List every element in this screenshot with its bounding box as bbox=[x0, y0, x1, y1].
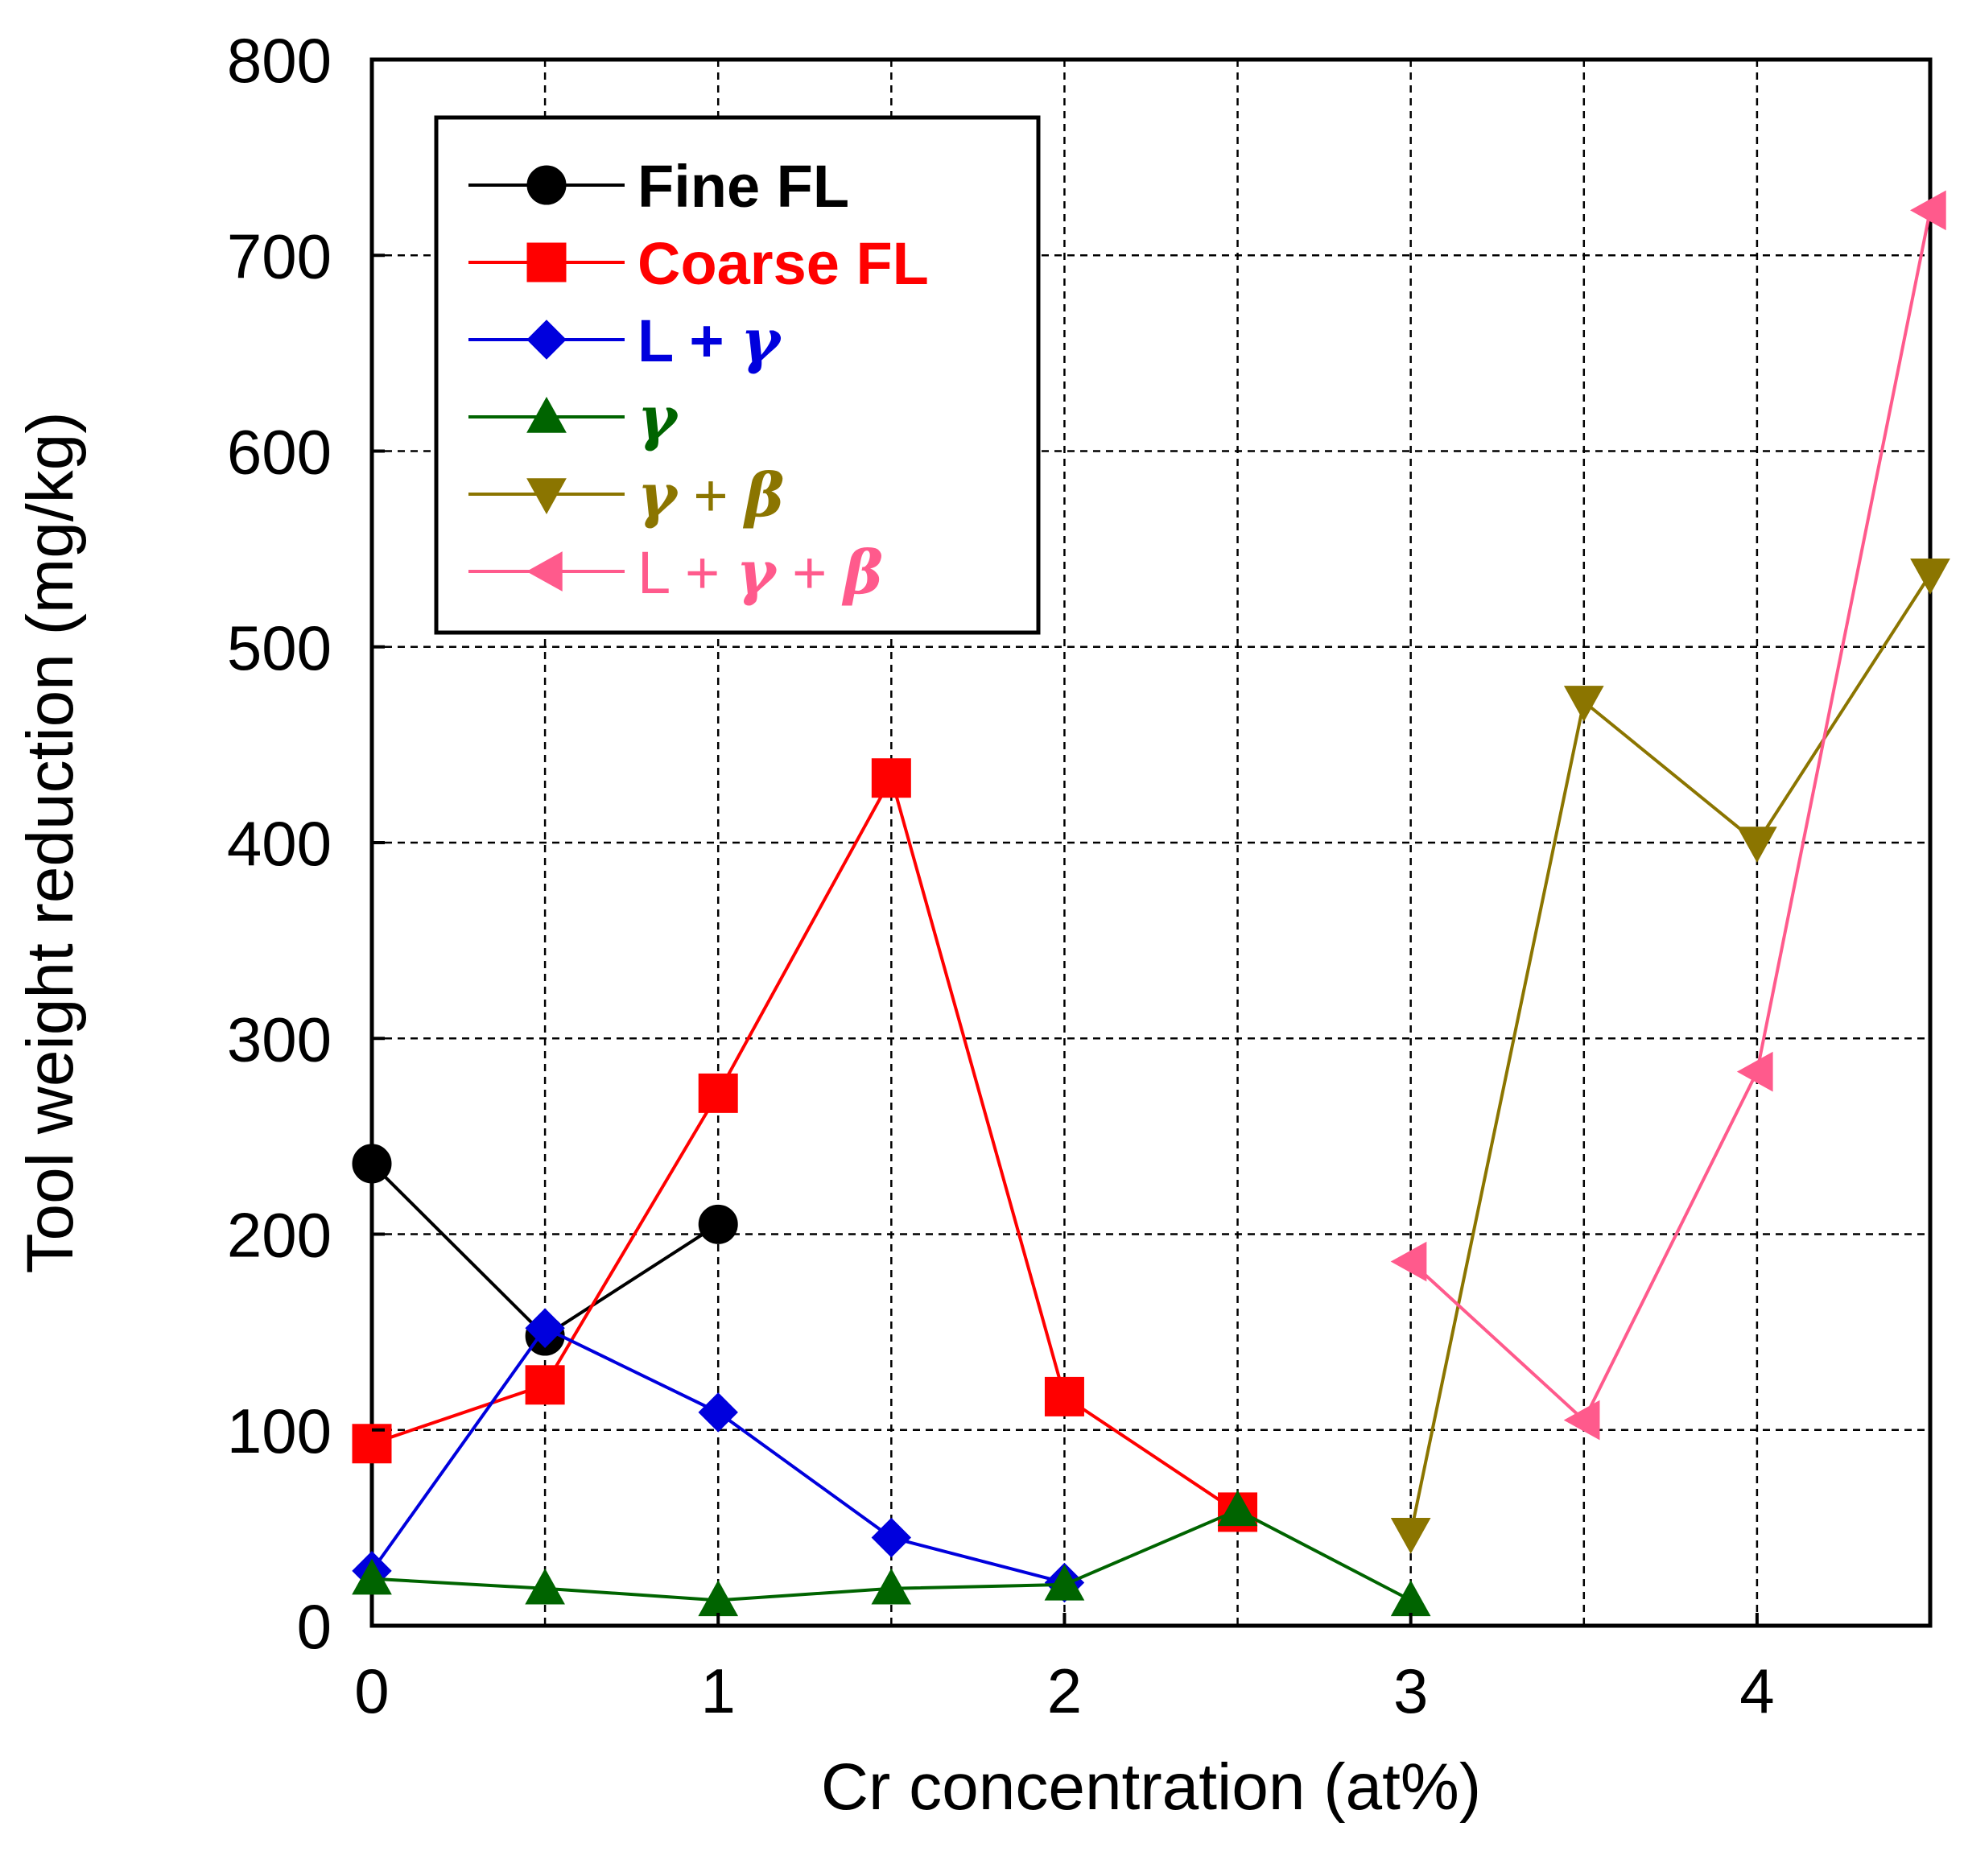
y-axis-title: Tool weight reduction (mg/kg) bbox=[14, 411, 87, 1273]
legend-label-part: L + bbox=[637, 307, 741, 374]
data-point bbox=[1390, 1241, 1427, 1282]
data-point bbox=[1563, 1400, 1600, 1441]
legend-marker bbox=[526, 396, 567, 433]
data-point bbox=[698, 1073, 738, 1113]
legend-item: γ bbox=[468, 384, 679, 453]
legend-label: Fine FL bbox=[637, 153, 849, 220]
data-point bbox=[352, 1558, 392, 1595]
data-point bbox=[1044, 1376, 1084, 1416]
data-point bbox=[871, 1568, 912, 1605]
legend-label-part: γ bbox=[741, 307, 782, 376]
legend-item: Coarse FL bbox=[468, 230, 929, 297]
legend-label: γ + β bbox=[637, 461, 784, 530]
data-series bbox=[352, 190, 1950, 1617]
data-point bbox=[1390, 1580, 1431, 1617]
y-tick-label: 0 bbox=[297, 1591, 332, 1662]
data-point bbox=[698, 1392, 738, 1433]
legend-label: L + γ bbox=[637, 307, 782, 376]
data-point bbox=[1217, 1490, 1258, 1527]
data-point bbox=[1910, 559, 1950, 595]
data-point bbox=[1909, 190, 1946, 231]
x-tick-label: 0 bbox=[354, 1655, 389, 1726]
grid-lines bbox=[372, 60, 1930, 1626]
series-line bbox=[1409, 209, 1932, 1423]
data-point bbox=[1044, 1564, 1085, 1601]
data-point bbox=[525, 1568, 565, 1605]
y-tick-label: 300 bbox=[227, 1004, 332, 1074]
data-point bbox=[1390, 1517, 1431, 1554]
series-3 bbox=[352, 1490, 1431, 1617]
legend-label-part: + bbox=[776, 539, 844, 606]
x-tick-label: 1 bbox=[701, 1655, 736, 1726]
data-point bbox=[525, 1308, 565, 1348]
legend-background bbox=[436, 118, 1038, 633]
legend-item: γ + β bbox=[468, 461, 784, 530]
x-tick-label: 2 bbox=[1047, 1655, 1082, 1726]
y-tick-label: 600 bbox=[227, 417, 332, 488]
legend-item: Fine FL bbox=[468, 153, 849, 220]
series-line bbox=[371, 773, 1239, 1514]
legend-label-part: γ bbox=[736, 538, 778, 608]
data-point bbox=[871, 758, 911, 798]
legend-item: L + γ bbox=[468, 307, 782, 376]
y-tick-label: 100 bbox=[227, 1396, 332, 1466]
legend-item: L + γ + β bbox=[468, 538, 883, 608]
legend-label-part: γ bbox=[637, 461, 679, 530]
y-tick-label: 200 bbox=[227, 1200, 332, 1271]
series-line bbox=[1409, 573, 1932, 1535]
data-point bbox=[525, 1365, 565, 1405]
data-point bbox=[1736, 1051, 1773, 1092]
legend-label-part: + bbox=[677, 462, 745, 529]
legend-label-part: β bbox=[841, 538, 883, 608]
legend-marker bbox=[526, 242, 567, 282]
legend-label-part: L + bbox=[637, 539, 736, 606]
series-5 bbox=[1390, 190, 1946, 1441]
x-tick-label: 3 bbox=[1393, 1655, 1428, 1726]
data-point bbox=[871, 1517, 912, 1558]
legend-label-part: β bbox=[742, 461, 784, 530]
data-point bbox=[1737, 827, 1777, 864]
legend-marker bbox=[526, 320, 567, 360]
data-point bbox=[352, 1144, 392, 1184]
legend-label-part: γ bbox=[637, 384, 679, 453]
data-point bbox=[698, 1204, 738, 1244]
y-tick-label: 700 bbox=[227, 221, 332, 291]
x-axis-title: Cr concentration (at%) bbox=[821, 1750, 1481, 1824]
series-4 bbox=[1390, 559, 1950, 1554]
legend-box bbox=[434, 115, 1041, 635]
legend-label: Coarse FL bbox=[637, 230, 929, 297]
legend-marker bbox=[526, 551, 563, 592]
y-tick-label: 500 bbox=[227, 612, 332, 683]
legend-label-part: Coarse FL bbox=[637, 230, 929, 297]
y-tick-label: 400 bbox=[227, 808, 332, 879]
axis-ticks: 0 100 200 300 400 500 600 700 800 0 1 2 3 4 bbox=[227, 25, 1775, 1726]
data-point bbox=[1563, 686, 1604, 722]
legend-marker bbox=[526, 165, 567, 205]
legend-label-part: Fine FL bbox=[637, 153, 849, 220]
x-tick-label: 4 bbox=[1739, 1655, 1774, 1726]
series-1 bbox=[352, 758, 1258, 1532]
legend-label: γ bbox=[637, 384, 679, 453]
y-tick-label: 800 bbox=[227, 25, 332, 96]
legend-marker bbox=[526, 478, 567, 515]
legend-label: L + γ + β bbox=[637, 538, 883, 608]
